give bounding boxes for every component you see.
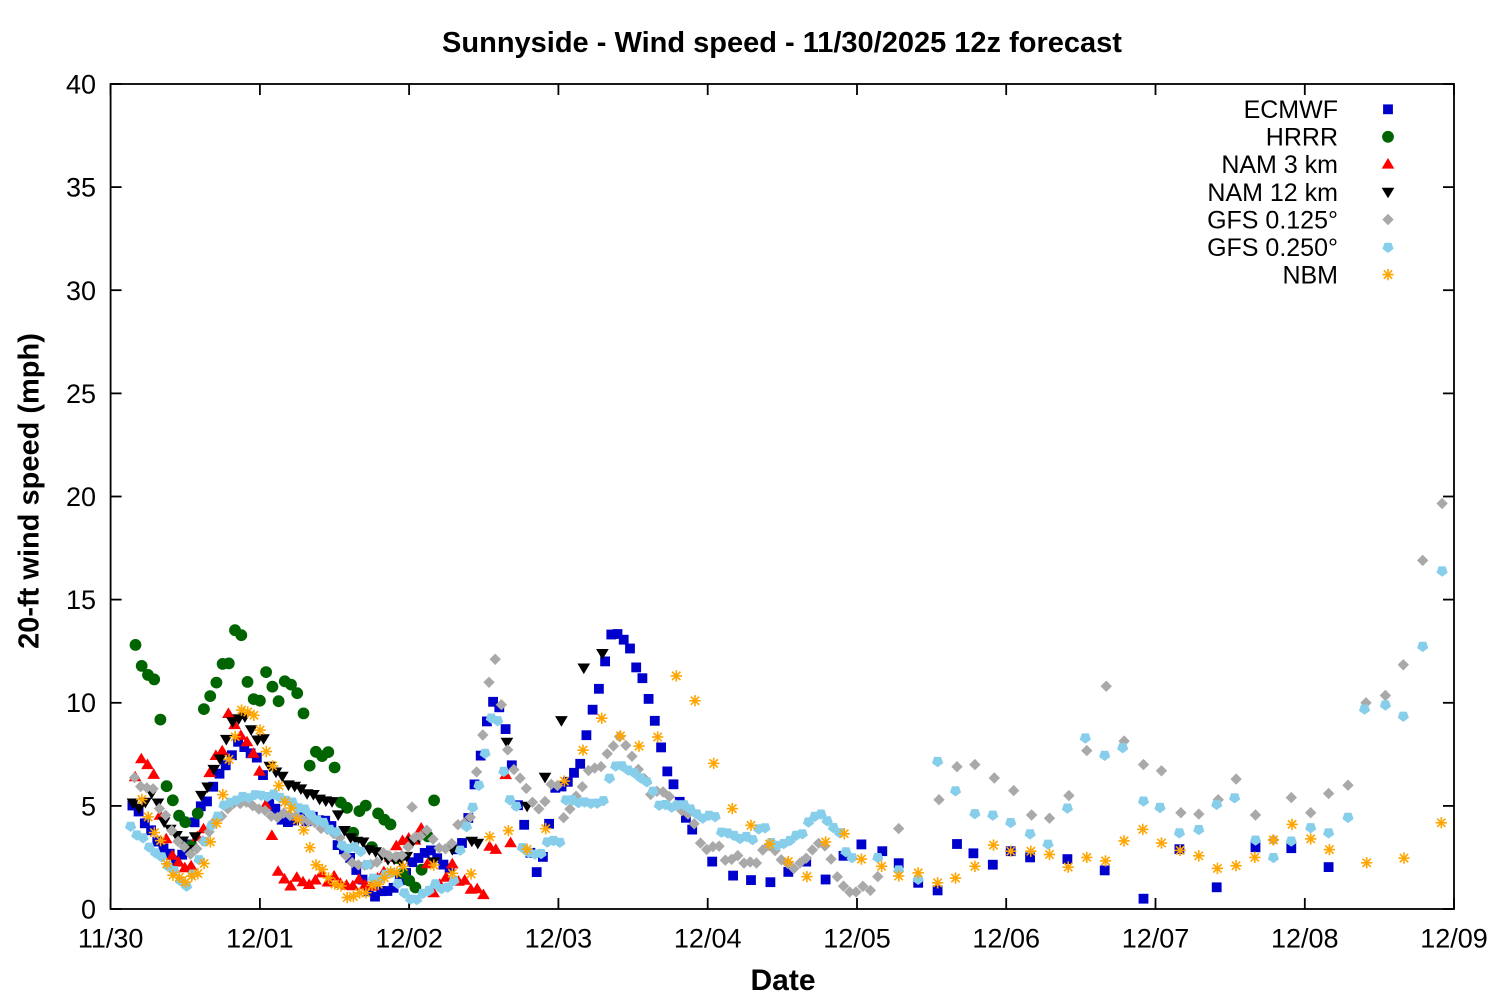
svg-text:HRRR: HRRR (1266, 124, 1338, 152)
svg-text:12/02: 12/02 (375, 924, 443, 954)
svg-text:30: 30 (66, 276, 96, 306)
svg-text:12/08: 12/08 (1271, 924, 1339, 954)
svg-text:NBM: NBM (1282, 261, 1338, 289)
svg-text:12/04: 12/04 (674, 924, 742, 954)
svg-text:5: 5 (81, 791, 96, 821)
svg-text:11/30: 11/30 (78, 924, 144, 954)
svg-text:ECMWF: ECMWF (1244, 96, 1338, 124)
svg-text:12/03: 12/03 (525, 924, 593, 954)
svg-text:35: 35 (66, 173, 96, 203)
svg-text:10: 10 (66, 688, 96, 718)
svg-text:20-ft wind speed (mph): 20-ft wind speed (mph) (14, 333, 46, 649)
svg-text:GFS 0.125°: GFS 0.125° (1207, 206, 1338, 234)
svg-text:Sunnyside - Wind speed - 11/30: Sunnyside - Wind speed - 11/30/2025 12z … (442, 27, 1122, 59)
svg-text:12/06: 12/06 (972, 924, 1040, 954)
svg-text:25: 25 (66, 379, 96, 409)
svg-text:12/09: 12/09 (1420, 924, 1488, 954)
svg-text:12/05: 12/05 (823, 924, 891, 954)
svg-text:Date: Date (750, 964, 815, 997)
svg-text:NAM 12 km: NAM 12 km (1207, 179, 1338, 207)
svg-text:12/01: 12/01 (226, 924, 294, 954)
svg-text:NAM 3 km: NAM 3 km (1221, 151, 1338, 179)
svg-text:15: 15 (66, 585, 96, 615)
svg-text:20: 20 (66, 482, 96, 512)
svg-text:12/07: 12/07 (1122, 924, 1190, 954)
svg-text:0: 0 (81, 895, 96, 925)
svg-text:40: 40 (66, 70, 96, 100)
svg-text:GFS 0.250°: GFS 0.250° (1207, 234, 1338, 262)
